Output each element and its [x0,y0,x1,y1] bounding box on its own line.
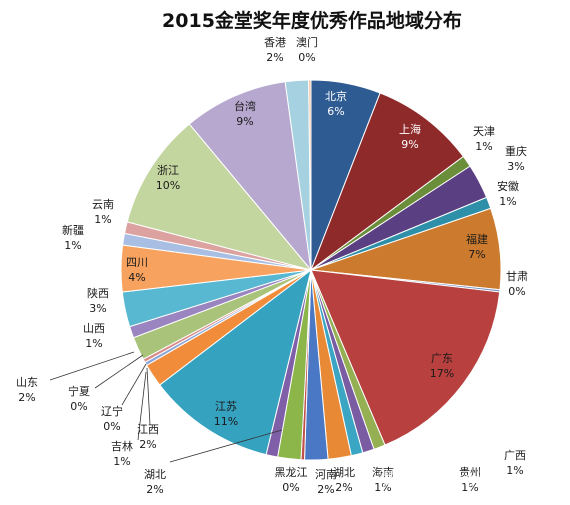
slice-label-pct-2: 9% [401,138,418,151]
slice-label-name-27: 浙江 [157,164,179,177]
slice-label-pct-1: 6% [327,105,344,118]
leader-line-19 [121,363,147,406]
slice-label-pct-12: 2% [335,481,352,494]
slice-label-pct-7: 0% [508,285,525,298]
slice-label-name-10: 贵州 [459,466,481,479]
slice-label-name-30: 澳门 [296,35,318,49]
slice-label-pct-15: 2% [146,483,163,496]
slice-label-name-19: 辽宁 [101,404,123,418]
leader-line-20 [94,354,144,389]
slice-label-pct-5: 1% [499,195,516,208]
slice-label-name-12: 湖北 [333,466,355,479]
slice-label-name-28: 台湾 [234,99,256,113]
slice-label-pct-8: 17% [430,367,454,380]
slice-label-name-15: 湖北 [144,468,166,481]
slice-label-name-23: 陕西 [87,286,109,300]
slice-label-name-7: 甘肃 [506,270,528,283]
chart-title: 2015金堂奖年度优秀作品地域分布 [162,9,462,32]
leader-line-21 [49,351,135,381]
pie-slice-27 [126,123,313,271]
slice-label-pct-4: 3% [507,160,524,173]
slice-label-name-11: 海南 [372,465,394,479]
slice-label-pct-24: 4% [128,271,145,284]
slice-label-name-4: 重庆 [505,144,527,158]
slice-label-name-3: 天津 [473,125,495,138]
slice-label-pct-30: 0% [298,51,315,64]
slice-label-pct-14: 0% [282,481,299,494]
slice-label-pct-27: 10% [156,179,180,192]
slice-label-name-2: 上海 [399,122,421,136]
slice-label-pct-10: 1% [461,481,478,494]
pie-slice-17 [159,268,312,456]
slice-label-name-13: 河南 [315,468,337,481]
slice-label-name-25: 新疆 [62,223,84,237]
leader-line-18 [146,367,151,426]
slice-label-pct-25: 1% [64,239,81,252]
slice-label-pct-28: 9% [236,115,253,128]
slice-label-pct-29: 2% [266,51,283,64]
slice-label-name-9: 广西 [504,449,526,462]
slice-label-pct-21: 2% [18,391,35,404]
slice-label-name-22: 山西 [83,322,105,335]
slice-label-pct-20: 0% [70,400,87,413]
slice-label-name-16: 吉林 [111,439,133,453]
pie-slice-8 [310,269,501,446]
slice-label-pct-13: 2% [317,483,334,496]
slice-label-pct-16: 1% [113,455,130,468]
slice-label-name-18: 江西 [137,423,159,436]
pie-slice-2 [309,92,465,272]
slice-label-pct-6: 7% [468,248,485,261]
slice-label-name-26: 云南 [92,198,114,211]
leader-line-16 [137,371,147,441]
pie-slice-28 [188,81,312,272]
slice-label-pct-19: 0% [103,420,120,433]
slice-label-name-1: 北京 [325,89,347,103]
slice-label-pct-22: 1% [85,337,102,350]
slice-label-name-29: 香港 [264,36,286,49]
leader-line-15 [169,429,283,463]
slice-label-pct-18: 2% [139,438,156,451]
slice-label-pct-11: 1% [374,481,391,494]
slice-label-name-21: 山东 [16,376,38,389]
watermark: 微信号: noidea [378,467,519,491]
pie-slice-30 [308,79,312,271]
slice-label-name-24: 四川 [126,256,148,269]
slice-label-name-20: 宁夏 [68,384,90,398]
slice-label-name-8: 广东 [431,352,453,365]
slice-label-pct-26: 1% [94,213,111,226]
slice-label-name-5: 安徽 [497,179,519,193]
slice-label-name-17: 江苏 [215,400,237,413]
slice-label-name-14: 黑龙江 [275,466,308,479]
slice-label-pct-9: 1% [506,464,523,477]
slice-label-name-6: 福建 [466,232,488,246]
slice-label-pct-17: 11% [214,415,238,428]
slice-label-pct-23: 3% [89,302,106,315]
slice-label-pct-3: 1% [475,140,492,153]
